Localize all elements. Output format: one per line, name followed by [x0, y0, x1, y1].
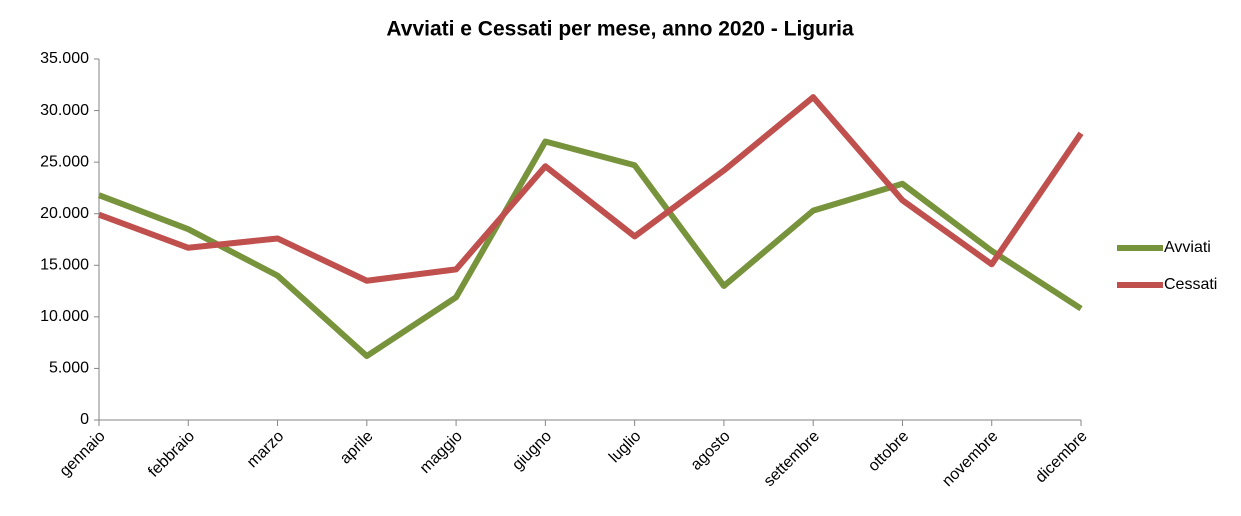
x-tick-label: settembre — [761, 428, 823, 490]
y-tick-label: 35.000 — [40, 50, 89, 67]
y-tick-label: 10.000 — [40, 308, 89, 325]
x-tick-label: agosto — [688, 428, 734, 474]
series-line — [97, 94, 1084, 284]
x-tick-label: novembre — [939, 428, 1001, 490]
x-tick-label: luglio — [606, 428, 645, 467]
x-tick-label: febbraio — [145, 428, 198, 481]
x-tick-label: maggio — [417, 428, 466, 477]
x-tick-label: marzo — [244, 428, 288, 472]
y-tick-label: 25.000 — [40, 153, 89, 170]
x-tick-label: aprile — [337, 428, 377, 468]
y-tick-label: 15.000 — [40, 257, 89, 274]
x-tick-label: dicembre — [1032, 428, 1091, 487]
series-line — [97, 138, 1083, 360]
y-tick-label: 20.000 — [40, 205, 89, 222]
x-tick-label: giugno — [509, 428, 555, 474]
chart-title: Avviati e Cessati per mese, anno 2020 - … — [386, 18, 854, 41]
y-tick-label: 30.000 — [40, 102, 89, 119]
legend-label: Cessati — [1164, 276, 1217, 293]
x-tick-label: ottobre — [865, 428, 912, 475]
y-tick-label: 5.000 — [49, 360, 89, 377]
y-tick-label: 0 — [80, 411, 89, 428]
legend-label: Avviati — [1164, 239, 1211, 256]
x-tick-label: gennaio — [57, 428, 109, 480]
